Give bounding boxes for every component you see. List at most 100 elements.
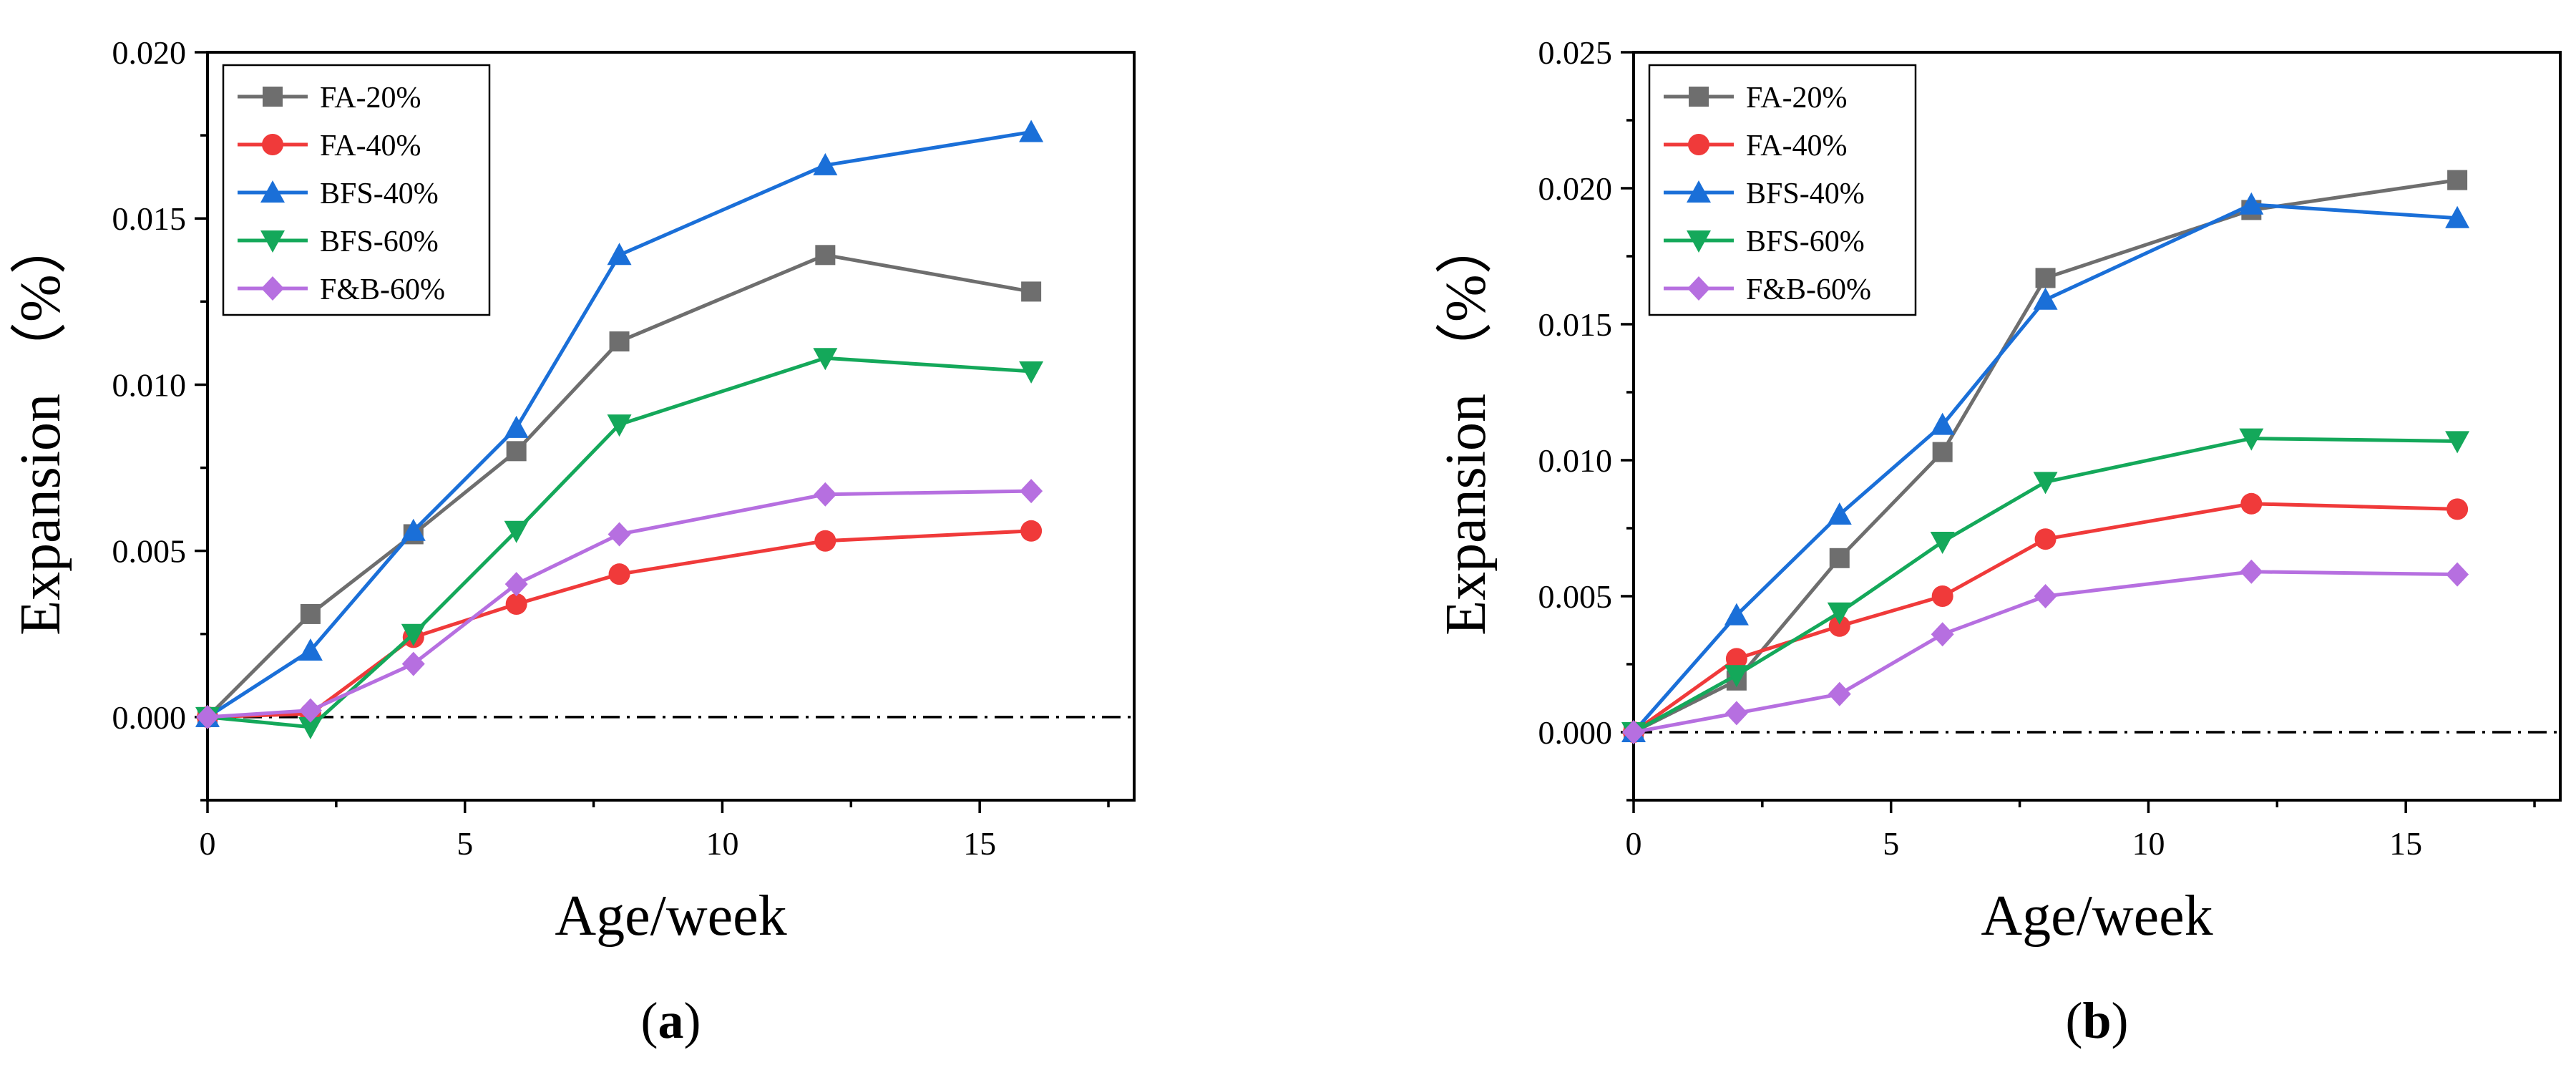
data-point — [401, 651, 425, 676]
series-bfs-40 — [1621, 192, 2470, 742]
panel-label-open-paren: ( — [2065, 992, 2082, 1049]
panel-label-open-paren: ( — [641, 992, 658, 1049]
data-point — [608, 563, 630, 585]
legend-item-bfs-40: BFS-40% — [238, 177, 439, 210]
data-point — [1019, 361, 1044, 384]
series-fa-20 — [197, 245, 1042, 727]
data-point — [298, 716, 323, 739]
data-point — [1021, 281, 1042, 302]
data-point — [1931, 585, 1953, 607]
legend-marker — [262, 134, 283, 155]
panel-label-close-paren: ) — [2112, 992, 2129, 1049]
data-point — [1932, 442, 1953, 462]
data-point — [813, 152, 838, 175]
data-point — [401, 518, 426, 541]
data-point — [505, 593, 527, 615]
data-point — [2034, 584, 2057, 608]
legend-item-f-b-60: F&B-60% — [238, 273, 445, 306]
data-point — [1930, 532, 1955, 554]
data-point — [815, 245, 836, 266]
legend-label: BFS-40% — [1746, 177, 1865, 210]
legend-item-fa-40: FA-40% — [1664, 130, 1848, 162]
y-tick-label: 0.025 — [1538, 34, 1613, 71]
x-tick-label: 10 — [706, 825, 738, 862]
legend-item-fa-40: FA-40% — [238, 130, 421, 162]
legend-item-bfs-40: BFS-40% — [1664, 177, 1865, 210]
data-point — [609, 331, 630, 352]
data-point — [607, 243, 632, 266]
x-axis-title: Age/week — [1981, 885, 2212, 948]
data-point — [506, 441, 527, 462]
y-tick-label: 0.010 — [1538, 442, 1613, 479]
y-axis-title: Expansion （%） — [9, 217, 72, 635]
y-tick-label: 0.015 — [112, 200, 187, 237]
y-tick-label: 0.015 — [1538, 306, 1613, 343]
legend-item-fa-20: FA-20% — [1664, 82, 1848, 115]
y-tick-label: 0.000 — [1538, 714, 1613, 751]
x-tick-label: 0 — [200, 825, 216, 862]
legend-marker — [1688, 134, 1709, 155]
legend-marker — [1689, 87, 1709, 107]
y-tick-label: 0.005 — [112, 533, 187, 570]
data-point — [1725, 648, 1747, 670]
data-point — [1020, 520, 1043, 542]
panel-a: 0 5 10 150.0000.0050.0100.0150.020FA-20%FA-… — [9, 34, 1136, 1049]
data-point — [2239, 428, 2264, 451]
series-line — [206, 253, 1032, 719]
data-point — [2033, 287, 2058, 310]
data-point — [2240, 492, 2263, 515]
data-point — [2035, 268, 2056, 288]
plot-frame — [1632, 51, 2562, 802]
legend-label: F&B-60% — [1746, 273, 1871, 306]
data-point — [1622, 720, 1645, 744]
legend-label: FA-20% — [320, 82, 421, 115]
data-point — [401, 623, 426, 646]
legend-label: BFS-60% — [320, 225, 439, 258]
data-point — [2034, 528, 2057, 550]
legend-marker — [261, 276, 284, 301]
data-point — [607, 414, 632, 437]
legend-marker — [260, 230, 285, 253]
y-tick-label: 0.005 — [1538, 578, 1613, 615]
x-tick-label: 15 — [963, 825, 996, 862]
data-point — [813, 348, 838, 371]
data-point — [196, 704, 219, 729]
data-point — [2446, 562, 2469, 587]
panel-label: (b) — [2065, 992, 2128, 1049]
x-tick-label: 0 — [1626, 825, 1642, 862]
series-fa-40 — [197, 520, 1043, 728]
data-point — [504, 415, 529, 438]
legend-item-f-b-60: F&B-60% — [1664, 273, 1871, 306]
data-point — [1828, 681, 1851, 706]
data-point — [814, 482, 837, 507]
y-axis-title: Expansion （%） — [1435, 217, 1498, 635]
legend-item-bfs-60: BFS-60% — [238, 225, 439, 258]
data-point — [298, 698, 322, 723]
series-f-b-60 — [1622, 559, 2469, 744]
data-point — [2033, 472, 2058, 495]
plot-frame — [206, 51, 1136, 802]
legend-label: BFS-60% — [1746, 225, 1865, 258]
legend: FA-20% FA-40% BFS-40% BFS-60% F&B-60% — [1648, 64, 1917, 316]
data-point — [1931, 622, 1954, 647]
y-tick-label: 0.000 — [112, 699, 187, 736]
legend-marker — [1687, 276, 1710, 301]
legend-marker — [260, 180, 285, 203]
data-point — [300, 603, 321, 624]
series-f-b-60 — [196, 479, 1043, 729]
legend-item-bfs-60: BFS-60% — [1664, 225, 1865, 258]
legend-label: FA-40% — [1746, 130, 1848, 162]
legend-marker — [1687, 230, 1711, 253]
panel-b: 0 5 10 15 0.000 0.005 0.010 0.015 0.020 0.025 FA-2… — [1435, 34, 2562, 1049]
data-point — [298, 638, 323, 661]
panel-label: (a) — [641, 992, 701, 1049]
y-tick-label: 0.010 — [112, 366, 187, 403]
data-point — [2445, 431, 2470, 454]
data-point — [2445, 205, 2470, 228]
data-point — [2446, 498, 2469, 520]
data-point — [1019, 120, 1044, 142]
data-point — [2239, 192, 2264, 215]
panel-label-close-paren: ) — [684, 992, 701, 1049]
x-tick-label: 5 — [1883, 825, 1899, 862]
data-point — [814, 530, 836, 552]
